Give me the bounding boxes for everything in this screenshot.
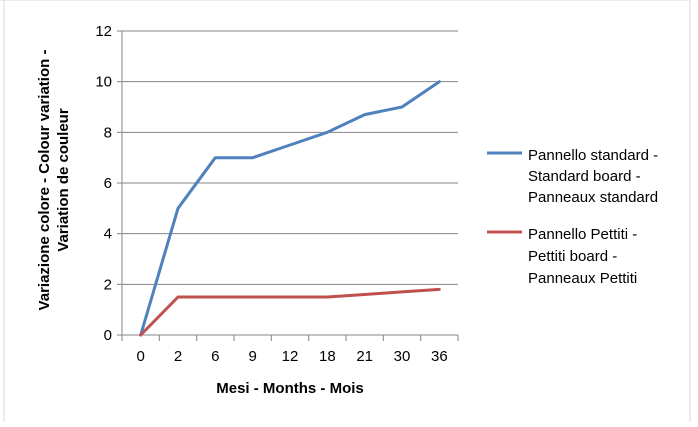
y-tick-label-12: 12	[95, 23, 112, 40]
x-tick-label-2: 2	[174, 348, 182, 365]
x-tick-labels: 0 2 6 9 12 18 21 30 36	[136, 348, 447, 365]
x-axis-title: Mesi - Months - Mois	[216, 380, 364, 397]
y-tick-label-0: 0	[104, 327, 112, 344]
x-tick-label-18: 18	[319, 348, 336, 365]
y-tick-label-8: 8	[104, 124, 112, 141]
legend-label-pettiti-2: Pettiti board -	[528, 248, 617, 265]
series-line-1	[141, 289, 440, 335]
x-tick-label-12: 12	[282, 348, 299, 365]
y-axis-title: Variazione colore - Colour variation - V…	[36, 50, 72, 311]
x-tick-label-36: 36	[431, 348, 448, 365]
legend-label-pettiti-1: Pannello Pettiti -	[528, 226, 637, 243]
y-axis-title-line-2: Variation de couleur	[55, 108, 72, 252]
y-axis-title-line-1: Variazione colore - Colour variation -	[36, 50, 53, 311]
series-lines	[141, 82, 440, 335]
legend-label-standard-2: Standard board -	[528, 168, 641, 185]
y-tick-labels: 0 2 4 6 8 10 12	[95, 23, 112, 344]
axes	[122, 31, 458, 341]
legend: Pannello standard - Standard board - Pan…	[487, 147, 658, 287]
y-tick-label-2: 2	[104, 276, 112, 293]
y-tick-label-4: 4	[104, 226, 112, 243]
x-tick-label-21: 21	[356, 348, 373, 365]
x-tick-label-0: 0	[136, 348, 144, 365]
legend-item-standard: Pannello standard - Standard board - Pan…	[487, 147, 658, 206]
x-tick-label-6: 6	[211, 348, 219, 365]
x-tick-label-30: 30	[394, 348, 411, 365]
legend-label-standard-3: Panneaux standard	[528, 189, 658, 206]
gridlines	[117, 31, 458, 335]
y-tick-label-6: 6	[104, 175, 112, 192]
y-tick-label-10: 10	[95, 74, 112, 91]
legend-label-standard-1: Pannello standard -	[528, 147, 658, 164]
legend-item-pettiti: Pannello Pettiti - Pettiti board - Panne…	[487, 226, 637, 287]
x-tick-label-9: 9	[248, 348, 256, 365]
legend-label-pettiti-3: Panneaux Pettiti	[528, 270, 637, 287]
